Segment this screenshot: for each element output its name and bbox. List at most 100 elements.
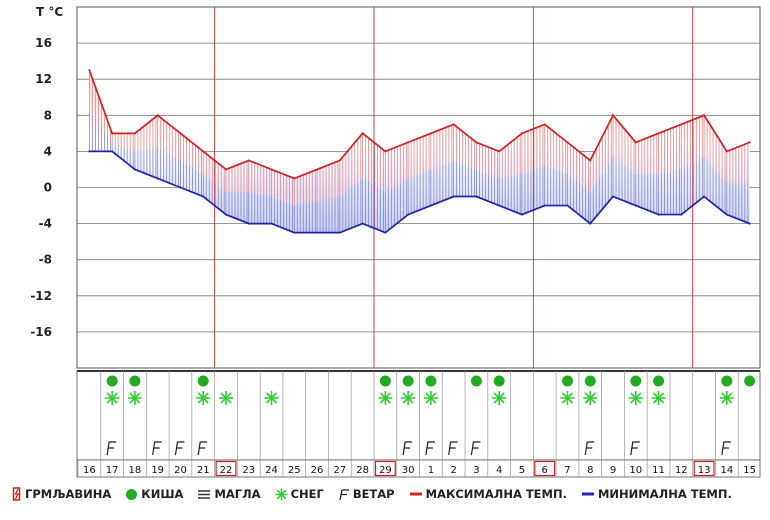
x-tick-label: 5 <box>519 465 525 476</box>
max-temp-point <box>566 141 569 144</box>
snow-stroke <box>129 392 141 404</box>
rain-icon <box>402 375 414 387</box>
rain-icon <box>630 375 642 387</box>
snow-stroke <box>721 392 733 404</box>
snow-stroke <box>652 392 665 404</box>
x-tick-label: 29 <box>379 465 392 476</box>
snow-stroke <box>630 392 642 404</box>
min-temp-point <box>247 222 250 225</box>
min-temp-point <box>88 150 91 153</box>
snow-stroke <box>265 392 278 404</box>
snow-stroke <box>561 392 574 404</box>
x-tick-label: 22 <box>220 465 233 476</box>
snow-icon <box>401 391 416 405</box>
x-tick-label: 2 <box>450 465 456 476</box>
min-temp-point <box>179 186 182 189</box>
min-temp-point <box>748 222 751 225</box>
wind-icon <box>106 441 117 456</box>
snow-stroke <box>220 392 232 404</box>
y-tick-label: -8 <box>39 253 52 267</box>
max-temp-point <box>725 150 728 153</box>
max-temp-point <box>429 132 432 135</box>
snow-stroke <box>493 392 505 404</box>
highlighted-day-box <box>534 460 556 477</box>
rain-icon <box>129 375 141 387</box>
rain-icon <box>584 375 596 387</box>
x-tick-label: 27 <box>333 465 346 476</box>
legend-max-temp-label: МАКСИМАЛНА ТЕМП. <box>425 487 567 501</box>
legend-thunder-label: ГРМЉАВИНА <box>25 487 112 501</box>
x-tick-label: 21 <box>197 465 210 476</box>
fog-icon <box>198 490 211 499</box>
snow-stroke <box>379 392 391 404</box>
wind-icon <box>402 441 413 456</box>
min-temp-point <box>224 213 227 216</box>
rain-icon <box>561 375 573 387</box>
x-tick-label: 1 <box>428 465 434 476</box>
x-tick-label: 12 <box>675 465 688 476</box>
x-tick-label: 14 <box>720 465 733 476</box>
x-tick-label: 13 <box>698 465 711 476</box>
snow-icon <box>651 391 666 405</box>
max-temp-point <box>452 123 455 126</box>
min-temp-point <box>520 213 523 216</box>
min-temp-point <box>634 204 637 207</box>
max-temp-point <box>407 141 410 144</box>
max-temp-point <box>270 168 273 171</box>
snow-stroke <box>197 392 209 404</box>
y-tick-label: 4 <box>44 144 52 158</box>
max-temp-point <box>498 150 501 153</box>
x-tick-label: 11 <box>652 465 665 476</box>
x-tick-label: 17 <box>106 465 119 476</box>
legend-snow-label: СНЕГ <box>290 487 324 501</box>
x-tick-label: 6 <box>542 465 548 476</box>
x-tick-label: 8 <box>587 465 593 476</box>
max-temp-point <box>520 132 523 135</box>
min-temp-point <box>475 195 478 198</box>
min-temp-point <box>202 195 205 198</box>
rain-icon <box>197 375 209 387</box>
min-temp-point <box>566 204 569 207</box>
legend-rain: КИША <box>125 487 183 501</box>
x-tick-label: 28 <box>356 465 369 476</box>
x-tick-label: 23 <box>242 465 255 476</box>
legend-wind-label: ВЕТАР <box>352 487 395 501</box>
min-temp-point <box>111 150 114 153</box>
x-tick-label: 25 <box>288 465 301 476</box>
max-temp-point <box>657 132 660 135</box>
min-temp-point <box>657 213 660 216</box>
wind-icon <box>174 441 185 456</box>
wind-icon <box>339 488 349 500</box>
snow-icon <box>423 391 438 405</box>
highlighted-day-box <box>374 460 396 477</box>
wind-icon <box>425 441 435 456</box>
rain-icon <box>721 375 733 387</box>
y-tick-label: -12 <box>30 289 52 303</box>
max-temp-point <box>589 159 592 162</box>
wind-icon <box>721 441 731 456</box>
min-temp-point <box>270 222 273 225</box>
snow-stroke <box>584 392 596 404</box>
y-axis-label: T °C <box>36 5 63 19</box>
legend-wind: ВЕТАР <box>338 487 395 501</box>
thunder-icon <box>12 487 21 501</box>
legend-max-temp: МАКСИМАЛНА ТЕМП. <box>409 487 567 501</box>
max-temp-point <box>247 159 250 162</box>
max-temp-point <box>748 141 751 144</box>
max-temp-point <box>475 141 478 144</box>
max-temp-point <box>224 168 227 171</box>
x-tick-label: 7 <box>564 465 570 476</box>
x-tick-label: 18 <box>129 465 142 476</box>
x-tick-label: 4 <box>496 465 502 476</box>
rain-icon <box>744 375 756 387</box>
wind-icon <box>470 441 481 456</box>
max-temp-point <box>202 150 205 153</box>
snow-icon <box>127 391 142 405</box>
max-temp-point <box>634 141 637 144</box>
x-tick-label: 19 <box>151 465 164 476</box>
legend-fog: МАГЛА <box>197 487 261 501</box>
min-temp-point <box>589 222 592 225</box>
min-temp-point <box>156 177 159 180</box>
max-temp-point <box>179 132 182 135</box>
snow-icon <box>628 391 643 405</box>
